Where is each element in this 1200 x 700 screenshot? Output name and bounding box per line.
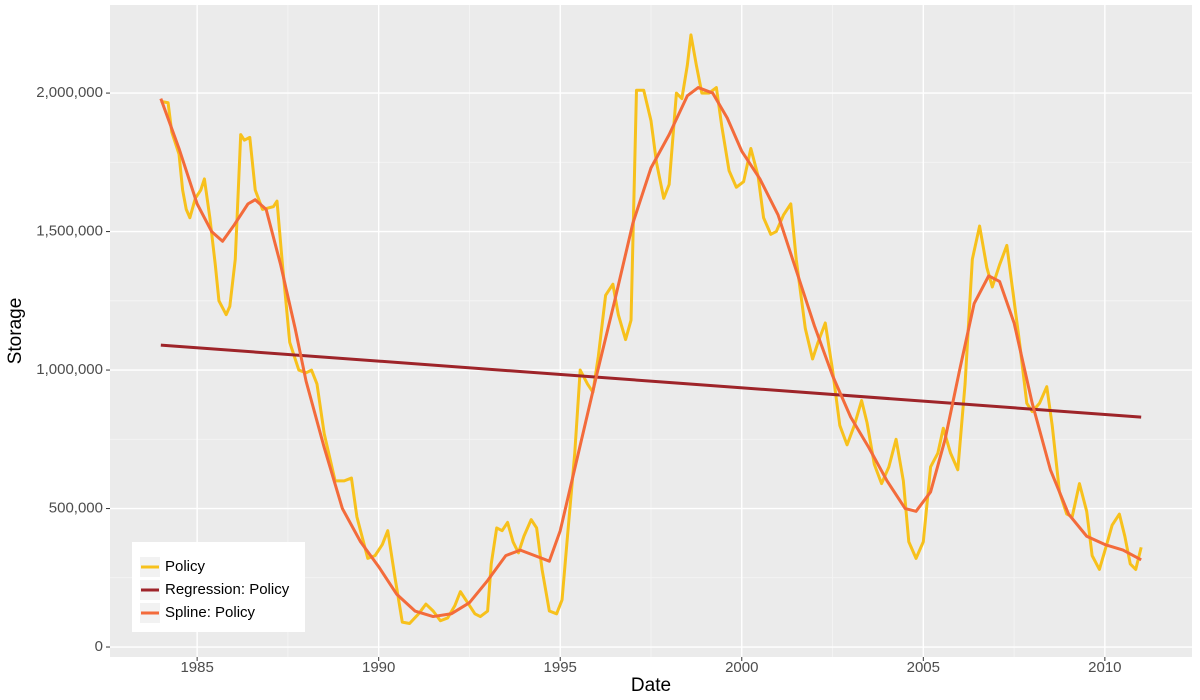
x-tick-label: 2005 (907, 659, 940, 676)
y-axis-title: Storage (5, 298, 26, 365)
legend-label: Regression: Policy (165, 581, 290, 598)
x-tick-label: 2010 (1088, 659, 1121, 676)
series-line (160, 343, 1142, 419)
y-tick-label: 500,000 (49, 500, 103, 517)
x-tick-label: 1995 (544, 659, 577, 676)
y-tick-label: 0 (95, 638, 103, 655)
x-tick-label: 2000 (725, 659, 758, 676)
y-tick-label: 2,000,000 (36, 84, 103, 101)
y-tick-label: 1,500,000 (36, 223, 103, 240)
y-tick-label: 1,000,000 (36, 361, 103, 378)
legend-label: Spline: Policy (165, 604, 256, 621)
x-axis-title: Date (631, 675, 671, 696)
legend-box (132, 542, 305, 632)
series-line (159, 86, 1142, 619)
legend-label: Policy (165, 558, 206, 575)
x-tick-label: 1990 (362, 659, 395, 676)
x-tick-label: 1985 (180, 659, 213, 676)
